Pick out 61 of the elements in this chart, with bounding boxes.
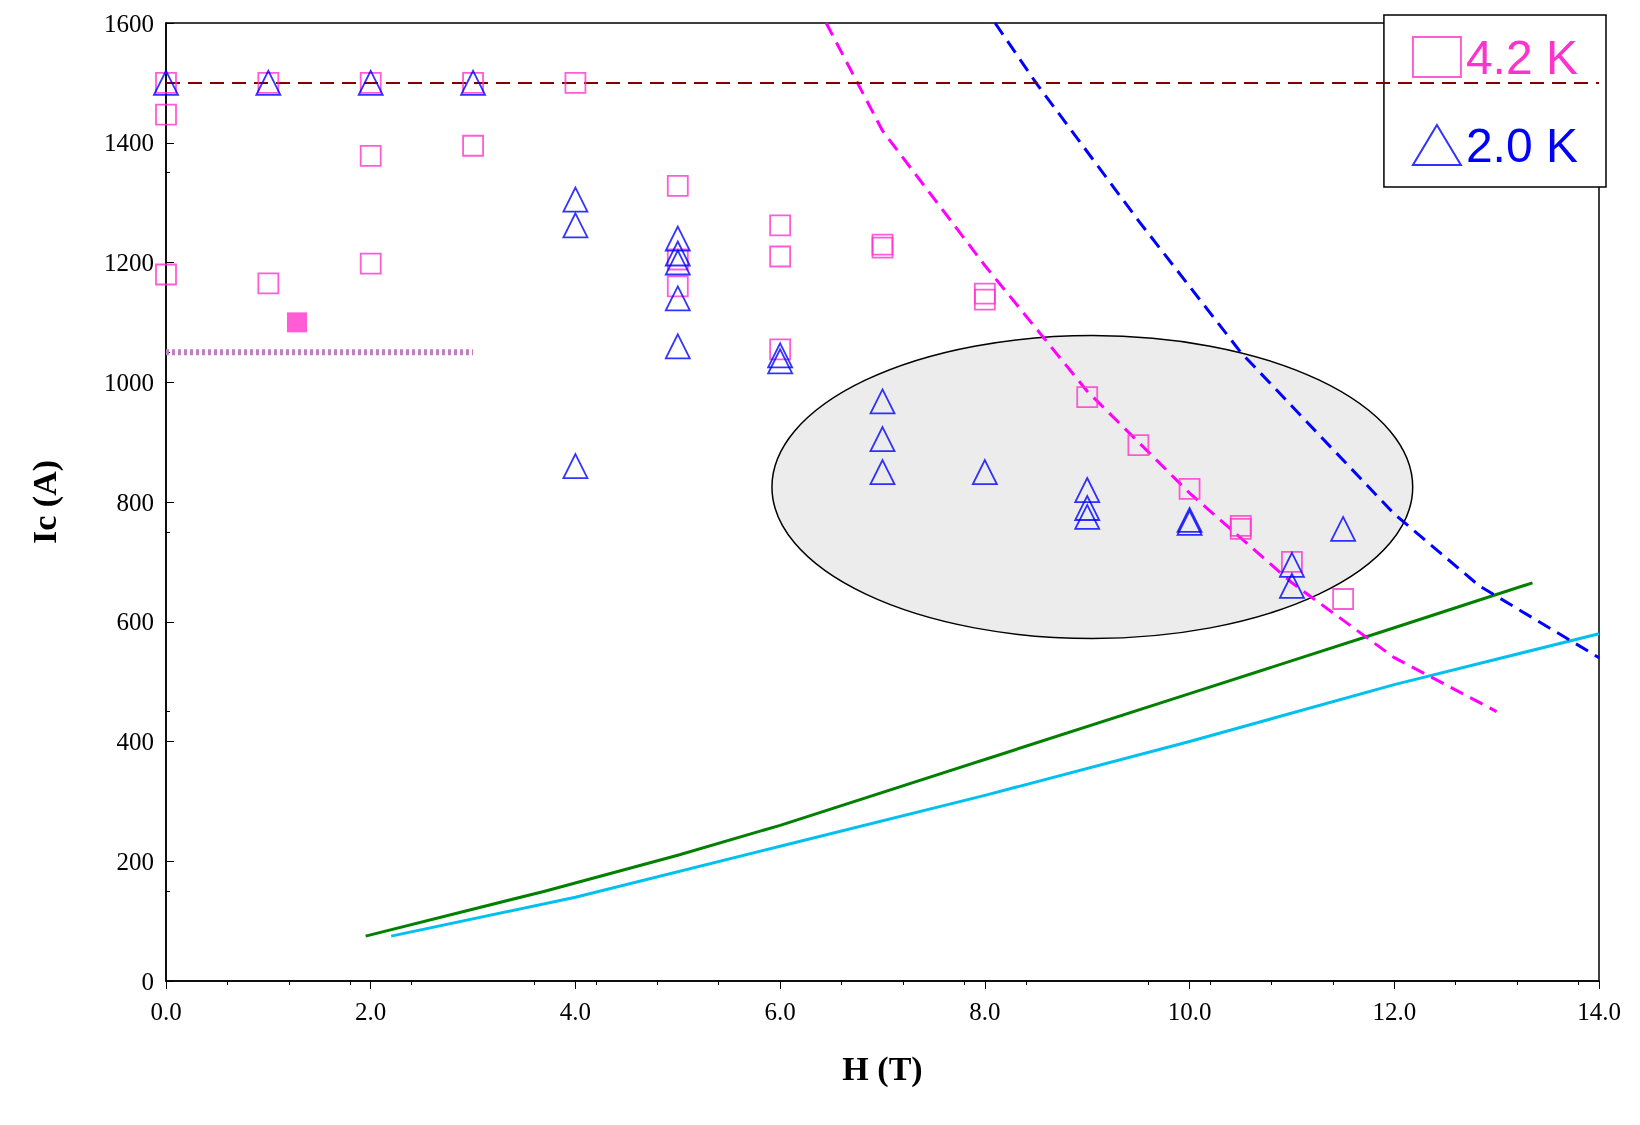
point	[1076, 386, 1099, 409]
point	[562, 453, 589, 479]
point	[869, 459, 896, 485]
point	[767, 342, 794, 369]
point	[769, 245, 792, 268]
x-tick-label: 14.0	[1577, 998, 1621, 1025]
point	[462, 134, 484, 157]
point	[664, 240, 691, 267]
y-tick-label: 1000	[104, 368, 154, 396]
point	[1074, 477, 1101, 503]
x-axis-title: H (T)	[842, 1049, 923, 1088]
x-tick-label: 6.0	[764, 998, 796, 1025]
point	[287, 312, 308, 333]
point	[562, 212, 589, 239]
point	[155, 263, 177, 286]
x-tick-label: 12.0	[1372, 998, 1417, 1025]
point	[1332, 588, 1355, 610]
y-tick-label: 1200	[104, 249, 154, 276]
x-tick-label: 8.0	[969, 998, 1001, 1025]
point	[664, 285, 691, 312]
y-axis-title: Ic (A)	[25, 459, 64, 545]
point	[1074, 495, 1101, 521]
y-tick-label: 600	[116, 608, 154, 636]
point	[359, 252, 382, 275]
x-tick-label: 0.0	[150, 998, 182, 1025]
point	[257, 272, 280, 295]
point	[1127, 434, 1150, 457]
point	[155, 103, 177, 126]
point	[562, 186, 589, 213]
point	[973, 288, 996, 311]
point	[767, 348, 794, 375]
x-tick-label: 4.0	[559, 998, 592, 1025]
point	[664, 225, 691, 252]
line-series	[993, 21, 1601, 660]
legend-label: 4.2 K	[1465, 30, 1578, 84]
x-tick-label: 10.0	[1167, 998, 1212, 1025]
y-tick-label: 1400	[104, 129, 154, 157]
y-tick-label: 400	[116, 728, 154, 755]
point	[664, 249, 691, 276]
y-tick-label: 800	[116, 488, 154, 516]
point	[973, 282, 996, 305]
point	[971, 459, 998, 485]
point	[664, 333, 691, 360]
x-tick-label: 2.0	[355, 998, 387, 1025]
y-tick-label: 1600	[104, 9, 154, 37]
point	[869, 388, 896, 415]
point	[1330, 516, 1357, 542]
y-tick-label: 0	[141, 967, 154, 995]
point	[1178, 477, 1201, 500]
point	[359, 145, 382, 167]
point	[564, 71, 587, 94]
point	[1279, 572, 1305, 599]
line-series	[364, 581, 1534, 938]
legend-label: 2.0 K	[1465, 118, 1578, 172]
y-tick-label: 200	[116, 847, 154, 875]
point	[1074, 504, 1101, 530]
point	[869, 426, 896, 453]
point	[666, 174, 689, 197]
point	[769, 214, 792, 237]
line-series	[389, 632, 1601, 938]
point	[1279, 551, 1305, 578]
